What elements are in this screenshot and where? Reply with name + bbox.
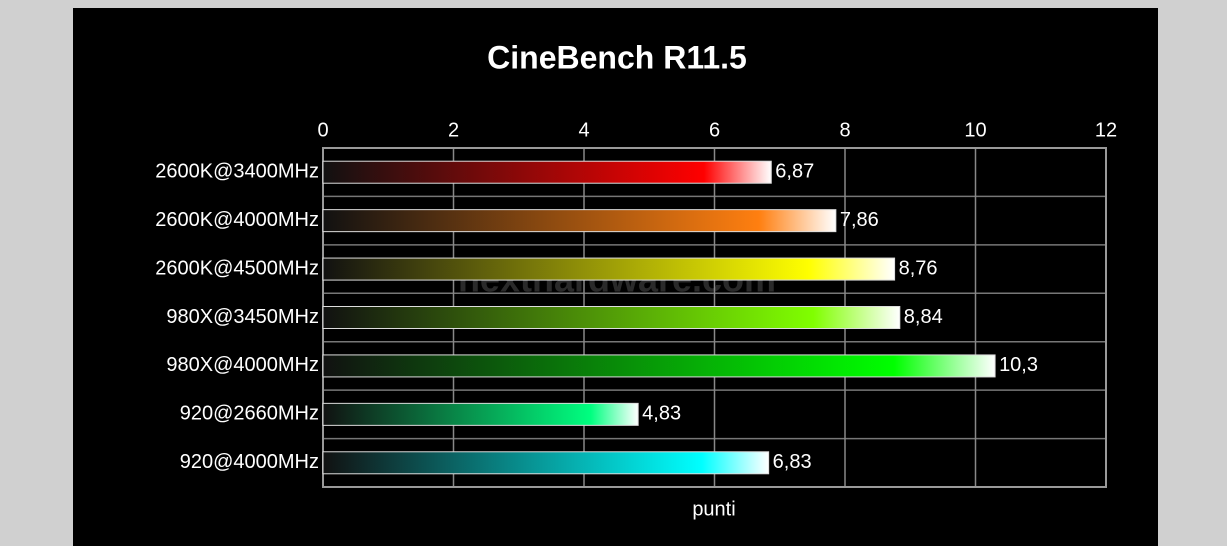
value-label: 7,86 xyxy=(840,209,879,231)
y-tick-label: 980X@3450MHz xyxy=(166,306,319,328)
y-tick-label: 2600K@3400MHz xyxy=(155,160,319,182)
y-tick-label: 2600K@4500MHz xyxy=(155,257,319,279)
y-tick-label: 920@4000MHz xyxy=(180,451,319,473)
bar xyxy=(322,160,772,184)
bar xyxy=(322,209,837,233)
x-tick-label: 0 xyxy=(317,119,328,141)
x-tick-label: 2 xyxy=(448,119,459,141)
y-tick-label: 920@2660MHz xyxy=(180,403,319,425)
value-label: 6,83 xyxy=(773,451,812,473)
y-tick-label: 980X@4000MHz xyxy=(166,354,319,376)
x-tick-label: 8 xyxy=(839,119,850,141)
x-axis-label: punti xyxy=(692,498,735,520)
bar xyxy=(322,306,901,329)
x-tick-label: 6 xyxy=(709,119,720,141)
value-label: 10,3 xyxy=(999,354,1038,376)
bar xyxy=(322,451,770,475)
x-tick-label: 4 xyxy=(578,119,589,141)
bar xyxy=(322,257,896,281)
x-tick-label: 12 xyxy=(1095,119,1117,141)
bar xyxy=(322,402,639,426)
chart-title: CineBench R11.5 xyxy=(487,39,747,75)
y-tick-label: 2600K@4000MHz xyxy=(155,209,319,231)
value-label: 8,84 xyxy=(904,306,943,328)
value-label: 8,76 xyxy=(899,257,938,279)
x-tick-label: 10 xyxy=(964,119,986,141)
value-label: 6,87 xyxy=(775,160,814,182)
value-label: 4,83 xyxy=(642,403,681,425)
bar xyxy=(322,354,996,378)
